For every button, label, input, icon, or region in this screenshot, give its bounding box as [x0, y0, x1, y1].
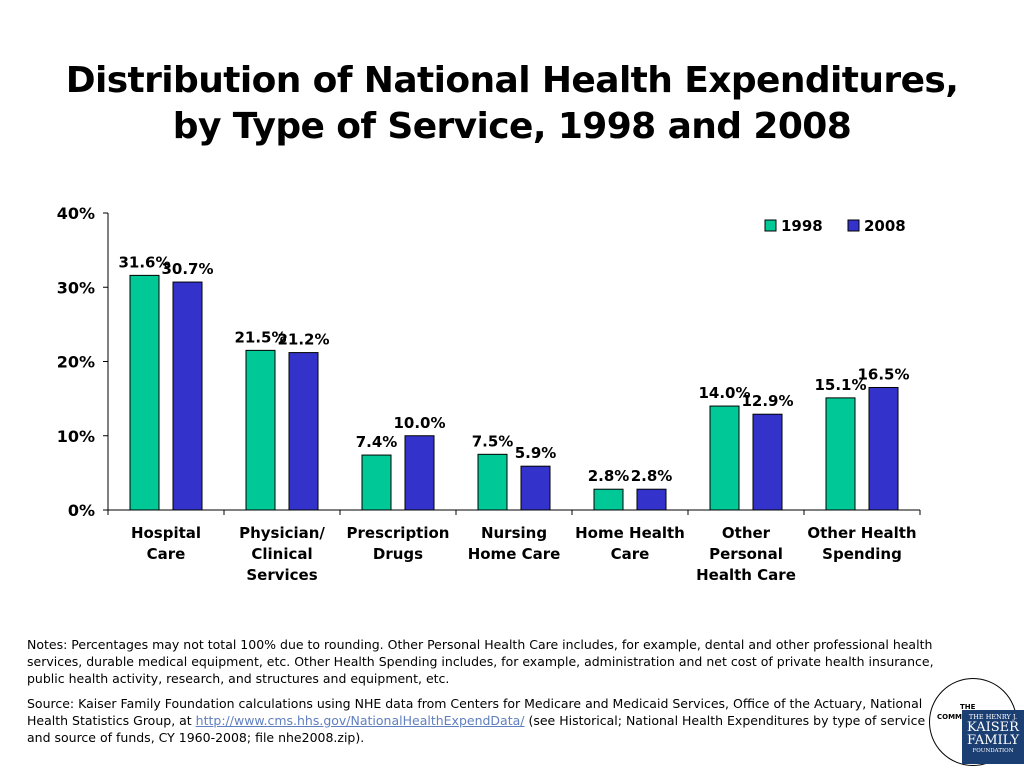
- chart-title: Distribution of National Health Expendit…: [0, 58, 1024, 150]
- x-category-label-line: Care: [147, 545, 186, 563]
- legend-label-2008: 2008: [864, 217, 906, 235]
- source-text: Source: Kaiser Family Foundation calcula…: [27, 695, 945, 746]
- x-category-label-line: Health Care: [696, 566, 796, 584]
- data-label-1998: 15.1%: [814, 376, 866, 394]
- x-category-label-line: Care: [611, 545, 650, 563]
- bar-2008: [172, 281, 203, 511]
- data-label-1998: 31.6%: [118, 253, 170, 271]
- data-label-2008: 5.9%: [515, 444, 557, 462]
- source-prefix: Source: Kaiser Family Foundation calcula…: [27, 696, 923, 728]
- bar-1998: [361, 454, 392, 511]
- y-tick-label: 20%: [57, 353, 95, 372]
- bar-2008: [520, 465, 551, 511]
- data-label-1998: 14.0%: [698, 384, 750, 402]
- kaiser-family-foundation-logo: THE HENRY J. KAISER FAMILY FOUNDATION: [962, 710, 1024, 764]
- x-category-label-line: Home Health: [575, 524, 685, 542]
- data-label-1998: 7.5%: [472, 432, 514, 450]
- legend-swatch-2008: [847, 219, 860, 232]
- y-tick-label: 40%: [57, 204, 95, 223]
- notes-section: Notes: Percentages may not total 100% du…: [27, 636, 945, 754]
- x-category-label-line: Home Care: [468, 545, 561, 563]
- x-category-label-line: Clinical: [251, 545, 312, 563]
- x-category-label: Other Personal Health Care: [696, 524, 796, 584]
- bar-1998: [825, 397, 856, 511]
- x-category-label: Other Health Spending: [807, 524, 916, 563]
- x-category-label-line: Nursing: [481, 524, 547, 542]
- y-tick-label: 30%: [57, 278, 95, 297]
- data-label-1998: 21.5%: [234, 328, 286, 346]
- x-category-label: Hospital Care: [131, 524, 201, 563]
- data-label-2008: 21.2%: [277, 331, 329, 349]
- bar-1998: [593, 488, 624, 511]
- logo-line-3: FAMILY: [966, 733, 1020, 748]
- x-category-label: Physician/Clinical Services: [239, 524, 325, 584]
- x-category-label-line: Drugs: [373, 545, 423, 563]
- logo-line-1: THE HENRY J.: [968, 713, 1018, 721]
- x-category-label-line: Services: [246, 566, 317, 584]
- x-category-label-line: Spending: [822, 545, 902, 563]
- source-suffix: (see Historical; National Health Expendi…: [27, 713, 926, 745]
- x-category-label: Nursing Home Care: [468, 524, 561, 563]
- data-label-2008: 16.5%: [857, 365, 909, 383]
- data-label-2008: 10.0%: [393, 414, 445, 432]
- bar-chart: 0% 10% 20% 30% 40% Hospital Care 31.6%30.7% Phys…: [57, 204, 921, 584]
- chart-title-line-2: by Type of Service, 1998 and 2008: [172, 106, 852, 147]
- notes-text: Notes: Percentages may not total 100% du…: [27, 637, 934, 686]
- bar-2008: [288, 352, 319, 511]
- data-label-2008: 2.8%: [631, 467, 673, 485]
- bar-1998: [709, 405, 740, 511]
- legend-swatch-1998: [764, 219, 777, 232]
- bar-1998: [129, 274, 160, 511]
- x-category-label-line: Other Health: [807, 524, 916, 542]
- bar-2008: [404, 435, 435, 511]
- bar-2008: [636, 488, 667, 511]
- data-label-1998: 7.4%: [356, 433, 398, 451]
- y-tick-label: 0%: [68, 501, 95, 520]
- logo-comm-text: COMM: [937, 713, 963, 721]
- source-link[interactable]: http://www.cms.hhs.gov/NationalHealthExp…: [195, 713, 525, 728]
- chart-title-line-1: Distribution of National Health Expendit…: [65, 60, 959, 101]
- x-category-label: Prescription Drugs: [347, 524, 450, 563]
- x-category-label: Home Health Care: [575, 524, 685, 563]
- y-tick-label: 10%: [57, 427, 95, 446]
- data-label-2008: 12.9%: [741, 392, 793, 410]
- x-category-label-line: Other: [722, 524, 771, 542]
- x-category-label-line: Hospital: [131, 524, 201, 542]
- bar-1998: [477, 453, 508, 511]
- bar-2008: [752, 413, 783, 511]
- x-category-label-line: Prescription: [347, 524, 450, 542]
- legend-label-1998: 1998: [781, 217, 823, 235]
- logo-the-text: THE: [960, 703, 976, 711]
- logo-line-4: FOUNDATION: [972, 748, 1014, 754]
- bar-2008: [868, 386, 899, 511]
- logo-line-2: KAISER: [967, 720, 1019, 735]
- data-label-2008: 30.7%: [161, 260, 213, 278]
- x-category-label-line: Physician/: [239, 524, 325, 542]
- x-category-label-line: Personal: [709, 545, 783, 563]
- data-label-1998: 2.8%: [588, 467, 630, 485]
- bar-1998: [245, 349, 276, 511]
